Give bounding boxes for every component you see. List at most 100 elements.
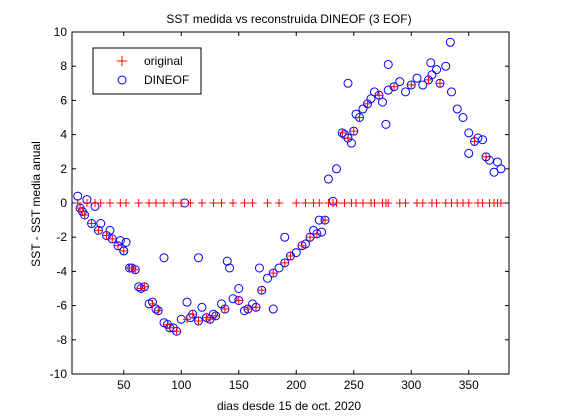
- dineof-point: [478, 135, 488, 145]
- legend: original DINEOF: [92, 47, 202, 95]
- x-axis-label: dias desde 15 de oct. 2020: [217, 399, 361, 413]
- original-point: [183, 315, 191, 324]
- x-tick-label: 150: [229, 378, 249, 392]
- dineof-point: [208, 309, 218, 319]
- y-tick-label: -2: [56, 230, 67, 244]
- original-point: [340, 199, 349, 207]
- dineof-point: [464, 148, 474, 158]
- original-point: [464, 199, 473, 207]
- dineof-point: [225, 263, 235, 273]
- original-point: [127, 263, 136, 272]
- original-point: [432, 199, 441, 207]
- dineof-point: [358, 104, 368, 114]
- original-point: [306, 233, 315, 242]
- original-point: [292, 199, 301, 207]
- dineof-point: [234, 284, 244, 293]
- original-point: [315, 199, 324, 207]
- original-point: [321, 216, 329, 225]
- original-point: [229, 199, 237, 207]
- original-point: [436, 79, 444, 88]
- original-point: [470, 137, 479, 146]
- y-axis-label: SST - SST media anual: [29, 141, 43, 267]
- original-point: [344, 134, 352, 143]
- original-point: [202, 313, 211, 322]
- dineof-point: [332, 164, 341, 174]
- original-point: [80, 210, 89, 219]
- dineof-point: [105, 225, 115, 235]
- dineof-point: [280, 232, 290, 242]
- original-point: [332, 199, 341, 207]
- original-point: [298, 241, 306, 250]
- x-tick-label: 100: [171, 378, 191, 392]
- dineof-point: [447, 87, 456, 97]
- dineof-point: [248, 299, 258, 309]
- original-point: [172, 327, 181, 336]
- dineof-point: [343, 78, 353, 88]
- original-point: [140, 282, 149, 291]
- x-tick-label: 300: [401, 378, 421, 392]
- legend-dineof-label: DINEOF: [144, 73, 189, 87]
- original-point: [154, 306, 163, 315]
- dineof-point: [317, 227, 327, 237]
- dineof-point: [268, 304, 278, 314]
- y-tick-label: -10: [50, 367, 68, 381]
- original-point: [234, 296, 243, 305]
- dineof-point: [197, 302, 207, 312]
- dineof-point: [381, 119, 391, 129]
- original-point: [349, 127, 358, 136]
- original-point: [108, 234, 117, 243]
- original-point: [424, 75, 433, 84]
- original-point: [102, 231, 111, 240]
- dineof-point: [445, 37, 455, 47]
- dineof-point: [346, 138, 356, 148]
- original-point: [134, 199, 143, 207]
- x-tick-label: 350: [459, 378, 479, 392]
- original-point: [220, 305, 229, 314]
- legend-box: [92, 47, 202, 95]
- original-point: [243, 305, 252, 314]
- y-tick-label: -4: [56, 264, 67, 278]
- original-point: [338, 128, 347, 137]
- original-point: [263, 199, 272, 207]
- original-point: [188, 310, 197, 319]
- original-point: [355, 113, 364, 122]
- original-point: [375, 91, 384, 100]
- original-point: [177, 199, 186, 207]
- original-point: [418, 199, 427, 207]
- dineof-point: [351, 109, 361, 119]
- dineof-point: [432, 65, 442, 75]
- original-point: [169, 199, 178, 207]
- original-point: [248, 199, 257, 207]
- original-point: [82, 199, 91, 207]
- original-point: [280, 258, 289, 267]
- dineof-point: [412, 73, 422, 83]
- original-point: [482, 152, 490, 161]
- original-point: [94, 226, 103, 235]
- original-point: [131, 265, 140, 274]
- original-point: [114, 241, 122, 250]
- original-point: [186, 199, 195, 207]
- chart-title: SST medida vs reconstruida DINEOF (3 EOF…: [166, 12, 411, 26]
- original-point: [197, 199, 206, 207]
- original-point: [384, 199, 393, 207]
- original-point: [119, 246, 128, 255]
- original-point: [286, 252, 295, 261]
- original-point: [358, 199, 367, 207]
- legend-dineof-marker: [117, 75, 127, 85]
- y-tick-label: -8: [56, 333, 67, 347]
- dineof-point: [418, 80, 428, 90]
- y-tick-label: -6: [56, 299, 67, 313]
- original-point: [148, 299, 157, 308]
- x-tick-label: 200: [286, 378, 306, 392]
- original-point: [257, 286, 266, 295]
- original-point: [252, 303, 260, 312]
- original-point: [401, 199, 410, 207]
- dineof-point: [496, 164, 506, 174]
- original-point: [275, 199, 283, 207]
- original-point: [160, 199, 168, 207]
- dineof-point: [452, 104, 462, 114]
- dineof-point: [401, 87, 410, 97]
- original-point: [194, 316, 203, 325]
- original-point: [137, 284, 145, 293]
